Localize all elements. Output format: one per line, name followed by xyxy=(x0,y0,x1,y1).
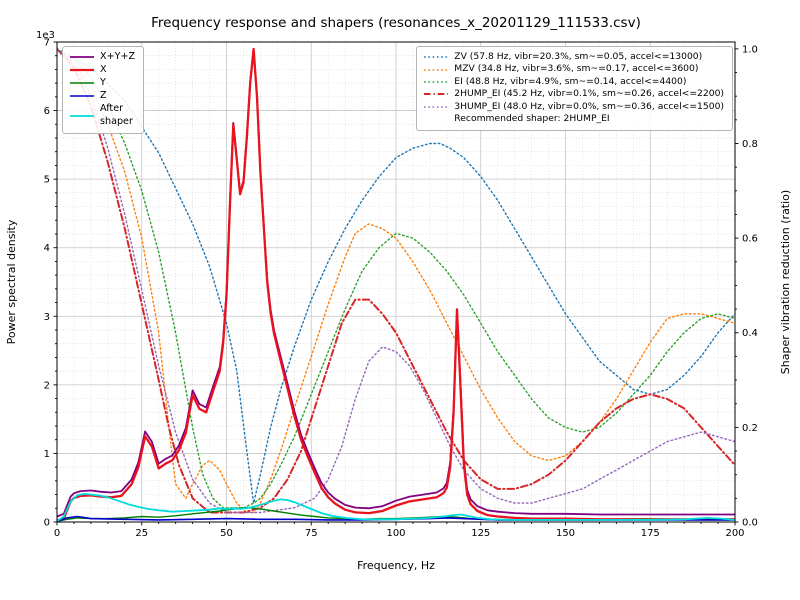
y-left-tick-label: 4 xyxy=(44,243,50,254)
axis-ticks xyxy=(53,41,739,526)
psd-legend: X+Y+Z X Y Z After shaper xyxy=(62,46,145,134)
legend-line-sample xyxy=(70,69,94,72)
legend-item: ZV (57.8 Hz, vibr=20.3%, sm~=0.05, accel… xyxy=(423,51,724,63)
legend-item: EI (48.8 Hz, vibr=4.9%, sm~=0.14, accel<… xyxy=(423,76,724,88)
legend-label: Y xyxy=(100,76,106,88)
legend-label: MZV (34.8 Hz, vibr=3.6%, sm~=0.17, accel… xyxy=(454,63,699,75)
x-tick-label: 175 xyxy=(641,528,660,539)
legend-line-sample xyxy=(424,93,449,96)
y-left-tick-label: 3 xyxy=(44,312,50,323)
axis-tick-labels: 0 25 50 75 100 125 150 175 200 0 1 2 3 4 5 6 7 0.0 0.2 0.4 0… xyxy=(44,38,758,540)
y-right-tick-label: 0.4 xyxy=(742,328,758,339)
shaper-legend: ZV (57.8 Hz, vibr=20.3%, sm~=0.05, accel… xyxy=(416,46,733,131)
series-3hump-ei xyxy=(57,48,735,514)
x-tick-label: 75 xyxy=(305,528,318,539)
y-right-tick-label: 0.6 xyxy=(742,234,758,245)
x-tick-label: 150 xyxy=(556,528,575,539)
chart-title: Frequency response and shapers (resonanc… xyxy=(151,15,641,31)
x-tick-label: 200 xyxy=(725,528,744,539)
y-right-tick-label: 0.2 xyxy=(742,423,758,434)
legend-item: X+Y+Z xyxy=(69,51,135,64)
legend-label: X+Y+Z xyxy=(100,51,136,62)
legend-label: Z xyxy=(100,89,107,101)
y-left-tick-label: 2 xyxy=(44,380,50,391)
y-left-offset-label: 1e3 xyxy=(36,30,55,41)
legend-line-sample xyxy=(424,106,449,108)
series-after-shaper xyxy=(57,493,735,522)
x-axis-label: Frequency, Hz xyxy=(357,559,435,572)
legend-item: MZV (34.8 Hz, vibr=3.6%, sm~=0.17, accel… xyxy=(423,63,724,75)
legend-label: ZV (57.8 Hz, vibr=20.3%, sm~=0.05, accel… xyxy=(454,51,703,62)
y-left-tick-label: 0 xyxy=(44,518,50,529)
legend-label: X xyxy=(100,63,107,75)
y-left-tick-label: 5 xyxy=(44,175,50,186)
legend-line-sample xyxy=(70,114,94,117)
legend-item: Z xyxy=(69,90,135,103)
x-tick-label: 125 xyxy=(471,528,490,539)
legend-item: 2HUMP_EI (45.2 Hz, vibr=0.1%, sm~=0.26, … xyxy=(423,88,724,100)
legend-line-sample xyxy=(70,95,94,98)
y-right-tick-label: 1.0 xyxy=(742,44,758,55)
legend-item: After shaper xyxy=(69,103,135,129)
y-left-tick-label: 6 xyxy=(44,106,50,117)
legend-item: X xyxy=(69,64,135,77)
y-left-tick-label: 7 xyxy=(44,38,50,49)
legend-label: After shaper xyxy=(100,102,133,127)
series-zv xyxy=(57,48,735,504)
y-right-axis-label: Shaper vibration reduction (ratio) xyxy=(779,190,792,374)
series-2hump-ei xyxy=(57,47,735,514)
legend-item: 3HUMP_EI (48.0 Hz, vibr=0.0%, sm~=0.36, … xyxy=(423,101,724,113)
legend-line-sample xyxy=(70,56,94,59)
data-curves xyxy=(57,47,735,522)
series-ei xyxy=(57,48,735,509)
legend-line-sample xyxy=(424,68,449,71)
y-left-axis-label: Power spectral density xyxy=(5,219,18,344)
legend-line-sample xyxy=(70,82,94,85)
recommended-shaper-note: Recommended shaper: 2HUMP_EI xyxy=(454,113,610,125)
x-tick-label: 25 xyxy=(135,528,148,539)
legend-label: 2HUMP_EI (45.2 Hz, vibr=0.1%, sm~=0.26, … xyxy=(454,88,724,100)
series-x xyxy=(57,47,735,522)
x-tick-label: 0 xyxy=(54,528,60,539)
y-right-tick-label: 0.8 xyxy=(742,139,758,150)
legend-line-sample xyxy=(424,56,449,58)
legend-line-sample xyxy=(424,81,449,83)
legend-item: Y xyxy=(69,77,135,90)
series-mzv xyxy=(57,48,735,514)
x-tick-label: 100 xyxy=(386,528,405,539)
y-right-tick-label: 0.0 xyxy=(742,518,758,529)
legend-label: 3HUMP_EI (48.0 Hz, vibr=0.0%, sm~=0.36, … xyxy=(454,100,724,112)
legend-label: EI (48.8 Hz, vibr=4.9%, sm~=0.14, accel<… xyxy=(454,75,687,87)
y-left-tick-label: 1 xyxy=(44,449,50,460)
x-tick-label: 50 xyxy=(220,528,233,539)
